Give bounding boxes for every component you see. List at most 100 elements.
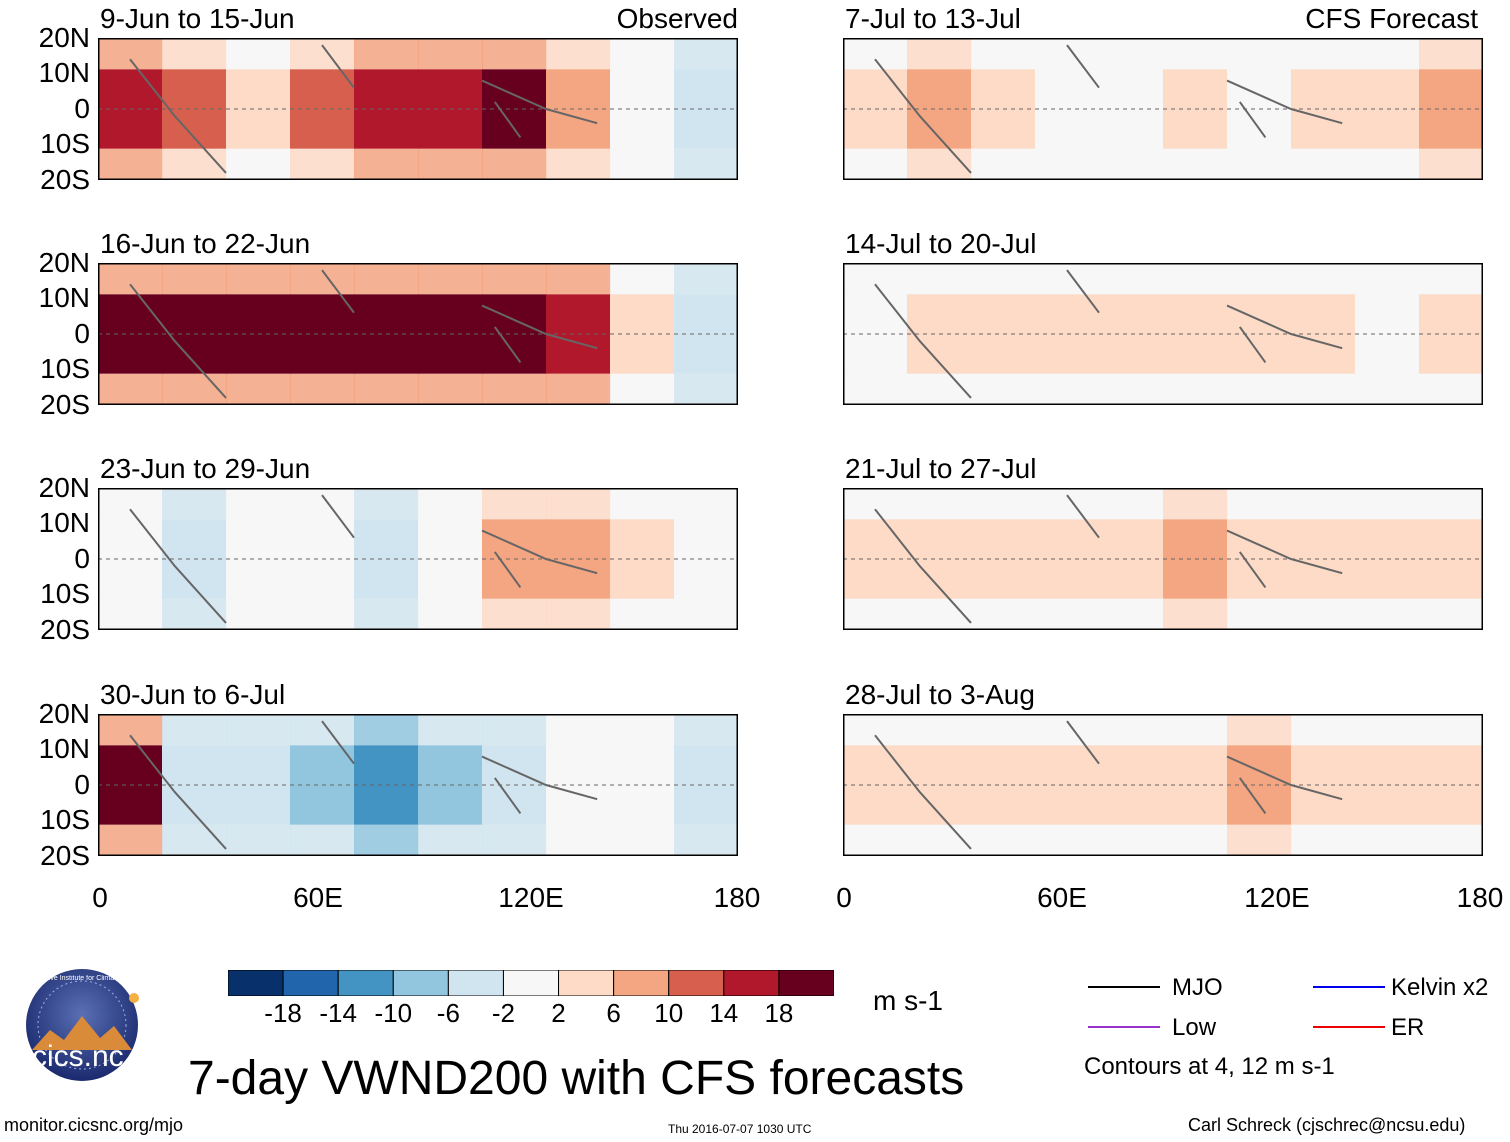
legend-label-kelvin: Kelvin x2: [1391, 974, 1489, 1001]
anomaly-cell-offeq: [971, 263, 1036, 295]
anomaly-cell-offeq: [1099, 373, 1164, 405]
anomaly-cell-offeq: [162, 148, 227, 180]
colorbar-level-label: -14: [319, 998, 357, 1028]
forecast-panel-0-dates: 7-Jul to 13-Jul: [845, 3, 1021, 34]
anomaly-cell-offeq: [98, 488, 163, 520]
colorbar-level-label: 18: [764, 998, 794, 1028]
lat-tick-3-3: 10S: [40, 804, 90, 835]
anomaly-cell-offeq: [1355, 598, 1420, 630]
coastline: [874, 494, 1343, 624]
observed-panel-1: [98, 263, 738, 405]
anomaly-cell-offeq: [162, 373, 227, 405]
footer-timestamp: Thu 2016-07-07 1030 UTC: [668, 1122, 812, 1136]
anomaly-cell-offeq: [354, 714, 419, 746]
anomaly-cell-offeq: [1227, 263, 1292, 295]
coastline: [874, 269, 1343, 399]
anomaly-cell-offeq: [290, 714, 355, 746]
colorbar-swatch: [613, 970, 670, 996]
colorbar-level-label: -2: [491, 998, 516, 1028]
anomaly-cell-offeq: [674, 714, 738, 746]
anomaly-cell-offeq: [971, 598, 1036, 630]
coastline: [129, 269, 598, 399]
anomaly-cell-offeq: [418, 263, 483, 295]
colorbar-level-label: -6: [436, 998, 460, 1028]
legend-label-low: Low: [1172, 1014, 1217, 1041]
lat-tick-0-3: 10S: [40, 128, 90, 159]
chart-title: 7-day VWND200 with CFS forecasts: [188, 1052, 965, 1105]
colorbar-level-label: 14: [709, 998, 739, 1028]
anomaly-cell-offeq: [907, 714, 972, 746]
forecast-panel-1: [843, 263, 1483, 405]
observed-panel-3-dates: 30-Jun to 6-Jul: [100, 679, 286, 710]
anomaly-cell-offeq: [354, 488, 419, 520]
anomaly-cell-offeq: [418, 38, 483, 70]
anomaly-cell-offeq: [674, 824, 738, 856]
anomaly-cell-offeq: [1227, 598, 1292, 630]
anomaly-cell-offeq: [482, 488, 547, 520]
anomaly-cell-offeq: [226, 373, 291, 405]
anomaly-cell-offeq: [418, 598, 483, 630]
forecast-panel-1-dates: 14-Jul to 20-Jul: [845, 228, 1037, 259]
colorbar-swatch: [668, 970, 725, 996]
anomaly-cell-offeq: [290, 263, 355, 295]
lat-tick-0-1: 10N: [38, 57, 90, 88]
anomaly-cell-offeq: [907, 373, 972, 405]
anomaly-cell-offeq: [610, 598, 675, 630]
anomaly-cell-offeq: [418, 373, 483, 405]
anomaly-cell-offeq: [482, 824, 547, 856]
anomaly-cell-offeq: [610, 373, 675, 405]
anomaly-cell-offeq: [971, 38, 1036, 70]
anomaly-cell-offeq: [1035, 263, 1100, 295]
anomaly-cell-offeq: [971, 488, 1036, 520]
anomaly-cell-offeq: [354, 598, 419, 630]
lat-tick-0-2: 0: [74, 93, 90, 124]
coastline: [874, 720, 1343, 850]
colorbar-swatch: [558, 970, 615, 996]
anomaly-cell-offeq: [1099, 148, 1164, 180]
anomaly-cell-offeq: [354, 38, 419, 70]
anomaly-cell-offeq: [226, 714, 291, 746]
lat-tick-1-2: 0: [74, 318, 90, 349]
anomaly-cell-offeq: [1035, 598, 1100, 630]
anomaly-cell-offeq: [290, 488, 355, 520]
footer-url[interactable]: monitor.cicsnc.org/mjo: [4, 1115, 184, 1135]
anomaly-cell-offeq: [610, 714, 675, 746]
anomaly-cell-offeq: [98, 824, 163, 856]
anomaly-cell-offeq: [674, 598, 738, 630]
anomaly-cell-offeq: [98, 148, 163, 180]
observed-panel-1-dates: 16-Jun to 22-Jun: [100, 228, 311, 259]
colorbar-level-label: -10: [374, 998, 413, 1028]
anomaly-cell-offeq: [98, 38, 163, 70]
lat-tick-2-4: 20S: [40, 614, 90, 645]
lat-tick-3-4: 20S: [40, 840, 90, 871]
anomaly-cell-offeq: [546, 38, 611, 70]
anomaly-cell-offeq: [1163, 598, 1228, 630]
anomaly-cell-offeq: [546, 263, 611, 295]
anomaly-cell-offeq: [1035, 488, 1100, 520]
lat-tick-1-4: 20S: [40, 389, 90, 420]
anomaly-cell-offeq: [1035, 38, 1100, 70]
x-tick-right-120E: 120E: [1244, 882, 1310, 913]
anomaly-cell-offeq: [1291, 488, 1356, 520]
panel-frame: [843, 714, 1483, 856]
forecast-panel-2: [843, 488, 1483, 630]
anomaly-cell-offeq: [1227, 148, 1292, 180]
anomaly-cell-offeq: [1291, 714, 1356, 746]
anomaly-cell-offeq: [1355, 373, 1420, 405]
x-tick-left-60E: 60E: [293, 882, 343, 913]
anomaly-cell-offeq: [482, 598, 547, 630]
observed-tag: Observed: [616, 3, 738, 34]
colorbar-level-label: 2: [551, 998, 566, 1028]
anomaly-cell-offeq: [290, 38, 355, 70]
anomaly-cell-offeq: [674, 488, 738, 520]
anomaly-cell-offeq: [354, 373, 419, 405]
anomaly-cell-offeq: [98, 714, 163, 746]
lat-tick-3-0: 20N: [38, 698, 90, 729]
anomaly-cell-offeq: [418, 488, 483, 520]
anomaly-cell-offeq: [674, 38, 738, 70]
anomaly-cell-offeq: [1227, 714, 1292, 746]
lat-tick-2-3: 10S: [40, 578, 90, 609]
anomaly-cell-offeq: [1419, 263, 1483, 295]
anomaly-cell-offeq: [610, 488, 675, 520]
panel-frame: [843, 38, 1483, 180]
